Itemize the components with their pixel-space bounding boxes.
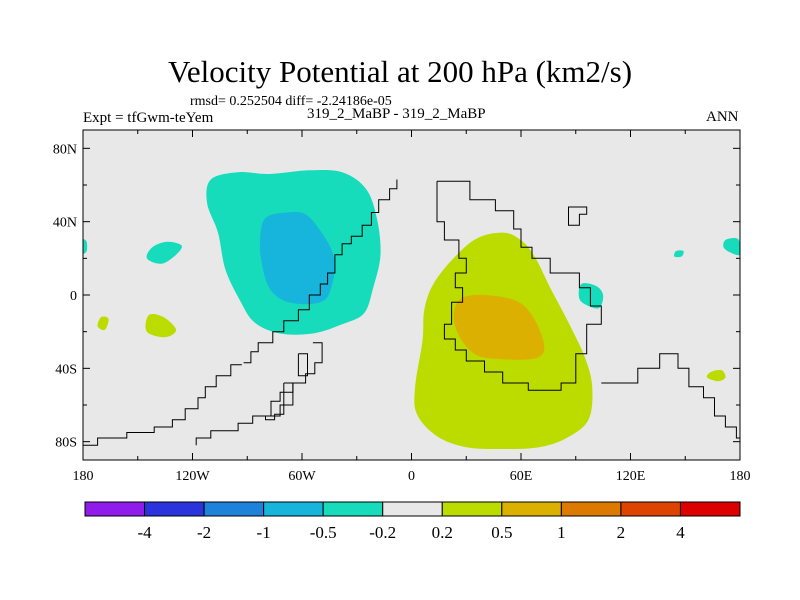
colorbar-label: -2 — [197, 523, 211, 542]
x-tick-label: 0 — [408, 469, 415, 484]
colorbar-label: -4 — [137, 523, 152, 542]
colorbar-box — [679, 501, 741, 517]
coastline-atlantic-loop-outline — [297, 353, 308, 377]
colorbar-label: 0.5 — [491, 523, 512, 542]
colorbar-box — [144, 501, 205, 517]
x-tick-label: 60E — [510, 469, 533, 484]
coastline-south-america-east-outline — [195, 342, 323, 446]
colorbar-label: 2 — [617, 523, 626, 542]
colorbar-box — [441, 501, 503, 517]
rmsd-diff-stats: rmsd= 0.252504 diff= -2.24186e-05 — [190, 94, 392, 109]
colorbar-label: -1 — [257, 523, 271, 542]
y-tick-label: 40N — [53, 216, 77, 231]
contour-region-tiny-east-negative-patch — [673, 250, 684, 258]
case-comparison-label: 319_2_MaBP - 319_2_MaBP — [307, 106, 486, 122]
colorbar-box — [501, 501, 562, 517]
colorbar-label: -0.2 — [369, 523, 396, 542]
contour-region-pacific-small-negative — [146, 241, 182, 264]
coastline-australia-outline — [601, 353, 740, 439]
colorbar-box — [84, 501, 146, 517]
contour-region-east-pacific-positive-patch — [706, 369, 726, 382]
colorbar-box — [263, 501, 324, 517]
colorbar-label: 1 — [557, 523, 566, 542]
contour-fields — [83, 169, 740, 450]
season-label: ANN — [706, 109, 739, 125]
y-tick-label: 80N — [53, 142, 77, 157]
experiment-label: Expt = tfGwm-teYem — [83, 110, 214, 126]
x-tick-label: 120E — [616, 469, 646, 484]
colorbar-label: 0.2 — [432, 523, 453, 542]
y-tick-label: 40S — [55, 362, 77, 377]
coastline-southern-peninsula-outline — [265, 382, 294, 421]
contour-region-western-hemisphere-negative-core — [259, 212, 335, 305]
contour-region-eastern-hemisphere-positive-core — [453, 294, 545, 360]
x-tick-label: 120W — [175, 469, 210, 484]
map-layer — [83, 130, 740, 460]
colorbar-box — [382, 501, 443, 517]
colorbar-label: 4 — [676, 523, 685, 542]
plot-background — [83, 130, 740, 460]
x-tick-label: 180 — [730, 469, 751, 484]
legend-colorbar: -4 -2 -1 -0.5 -0.2 0.2 0.5 1 2 4 — [84, 501, 741, 542]
contour-region-west-edge-negative-patch — [83, 239, 88, 254]
colorbar-box — [620, 501, 681, 517]
chart-title: Velocity Potential at 200 hPa (km2/s) — [167, 54, 633, 89]
contour-region-far-east-negative-patch — [723, 238, 740, 256]
y-tick-label: 0 — [70, 289, 77, 304]
coastline-north-america-outline — [243, 179, 398, 364]
colorbar-label: -0.5 — [310, 523, 337, 542]
y-tick-label: 80S — [55, 436, 77, 451]
x-tick-label: 180 — [73, 469, 94, 484]
contour-region-indian-ocean-negative-patch — [578, 283, 604, 309]
contour-region-pacific-positive-patch-1 — [97, 316, 109, 331]
contour-region-pacific-positive-patch-2 — [145, 314, 177, 338]
x-tick-label: 60W — [288, 469, 316, 484]
coastline-eurasia-africa-outline — [436, 180, 602, 391]
colorbar-box — [560, 501, 622, 517]
colorbar-box — [322, 501, 384, 517]
axes-layer: 180 120W 60W 0 60E 120E 180 80N 40N 0 40S 80S — [53, 129, 751, 484]
coastline-south-america-west-outline — [83, 364, 242, 446]
coastline-japan-islands-outline — [568, 206, 588, 226]
colorbar-box — [203, 501, 265, 517]
